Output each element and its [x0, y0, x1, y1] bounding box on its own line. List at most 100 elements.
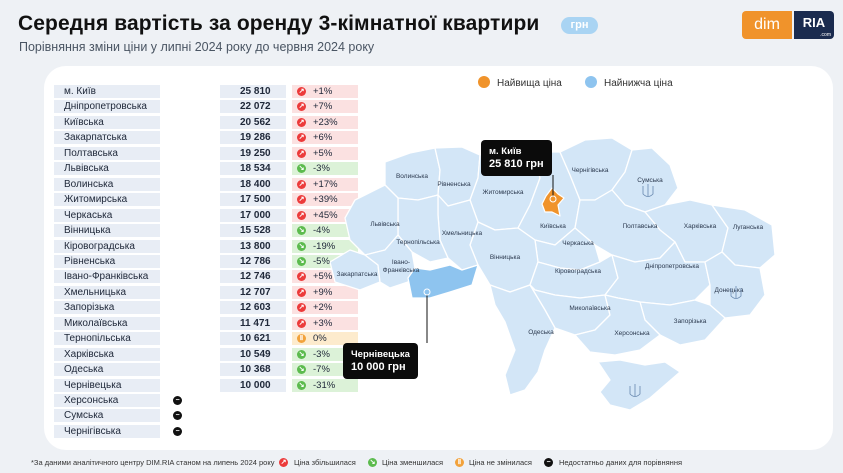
region-name: Полтавська: [54, 146, 160, 160]
trident-icons: [629, 184, 742, 397]
region-name: Київська: [54, 115, 160, 129]
region-donetska: [704, 251, 766, 319]
change-cell: ↗ +45%: [292, 208, 358, 222]
trident-icon: [730, 286, 742, 299]
price-value: 13 800: [220, 239, 286, 253]
region-name: Івано-Франківська: [54, 270, 160, 284]
change-cell: ↗ +5%: [292, 146, 358, 160]
price-value: 10 000: [220, 378, 286, 392]
region-name: Одеська: [54, 363, 160, 377]
pause-icon: Ⅱ: [455, 458, 464, 467]
change-cell: ↗ +7%: [292, 100, 358, 114]
change-value: +5%: [313, 147, 333, 159]
region-name: Чернігівська: [54, 424, 160, 438]
region-name: Миколаївська: [54, 316, 160, 330]
minus-icon: −: [173, 396, 182, 405]
arrow-up-icon: ↗: [297, 287, 306, 297]
trident-icon: [642, 184, 654, 197]
region-name: Львівська: [54, 162, 160, 176]
logo-ria: RIA .com: [794, 11, 834, 39]
change-cell: ↘ -4%: [292, 224, 358, 238]
price-value: 11 471: [220, 316, 286, 330]
map-label: Запорізька: [674, 317, 707, 325]
minus-icon: −: [544, 458, 553, 467]
change-value: +39%: [313, 194, 338, 206]
change-value: -3%: [313, 348, 330, 360]
change-cell: ↘ -31%: [292, 378, 358, 392]
change-value: +1%: [313, 86, 333, 97]
map-label: Миколаївська: [569, 305, 611, 312]
price-value: 12 707: [220, 285, 286, 299]
change-value: -4%: [313, 225, 330, 237]
price-value: 22 072: [220, 100, 286, 114]
change-cell: ↗ +9%: [292, 285, 358, 299]
logo-dim: dim: [742, 11, 792, 39]
region-name: Тернопільська: [54, 332, 160, 346]
region-name: Херсонська: [54, 394, 160, 407]
arrow-up-icon: ↗: [297, 272, 306, 282]
map-label: Луганська: [733, 224, 764, 231]
highest-legend-label: Найвища ціна: [497, 78, 562, 89]
region-crimea: [597, 359, 681, 411]
price-value: 15 528: [220, 224, 286, 238]
map-label: Вінницька: [490, 253, 521, 261]
map-labels: Волинська Рівненська Житомирська Чернігівсь…: [337, 166, 764, 337]
region-name: Харківська: [54, 347, 160, 361]
change-value: +2%: [313, 302, 333, 314]
change-value: +45%: [313, 209, 338, 221]
price-value: 20 562: [220, 115, 286, 129]
region-name: м. Київ: [54, 85, 160, 98]
map-label: Херсонська: [614, 330, 650, 337]
footer-up-label: Ціна збільшилася: [294, 458, 356, 467]
change-value: +17%: [313, 178, 338, 190]
map-label: Івано-: [392, 259, 410, 266]
arrow-up-icon: ↗: [297, 179, 306, 189]
arrow-up-icon: ↗: [297, 102, 306, 112]
map-label: Тернопільська: [396, 238, 440, 246]
trident-icon: [629, 384, 641, 397]
page-subtitle: Порівняння зміни ціни у липні 2024 року …: [19, 40, 375, 54]
chernivtsi-pointer-dot: [423, 288, 431, 296]
price-value: 18 400: [220, 177, 286, 191]
change-value: +6%: [313, 132, 333, 144]
price-value: 25 810: [220, 85, 286, 98]
region-name: Хмельницька: [54, 285, 160, 299]
change-value: 0%: [313, 333, 327, 345]
arrow-down-icon: ↘: [368, 458, 377, 467]
footer-down-label: Ціна зменшилася: [382, 458, 444, 467]
region-name: Кіровоградська: [54, 239, 160, 253]
arrow-up-icon: ↗: [297, 195, 306, 205]
change-value: -7%: [313, 364, 330, 376]
arrow-down-icon: ↘: [297, 349, 306, 359]
map-label: Дніпропетровська: [645, 262, 699, 270]
change-cell: ↗ +39%: [292, 193, 358, 207]
dimria-logo: dim RIA .com: [742, 11, 834, 39]
kyiv-pointer-dot: [549, 195, 557, 203]
region-name: Закарпатська: [54, 131, 160, 145]
region-name: Сумська: [54, 409, 160, 423]
price-value: 17 000: [220, 208, 286, 222]
region-name: Чернівецька: [54, 378, 160, 392]
change-value: +9%: [313, 286, 333, 298]
price-value: 10 549: [220, 347, 286, 361]
map-label: Кіровоградська: [555, 267, 601, 275]
currency-badge: грн: [561, 17, 598, 34]
change-value: +23%: [313, 116, 338, 128]
arrow-down-icon: ↘: [297, 226, 306, 236]
change-cell: Ⅱ 0%: [292, 332, 358, 346]
change-cell: ↗ +17%: [292, 177, 358, 191]
change-cell: ↗ +1%: [292, 85, 358, 98]
lowest-legend-dot: [585, 76, 597, 88]
map-label: Сумська: [637, 177, 663, 184]
arrow-down-icon: ↘: [297, 380, 306, 390]
kyiv-callout: м. Київ 25 810 грн: [481, 140, 552, 176]
change-value: -3%: [313, 163, 330, 175]
region-odeska: [489, 284, 556, 396]
change-value: +7%: [313, 101, 333, 113]
arrow-up-icon: ↗: [297, 210, 306, 220]
price-value: 10 621: [220, 332, 286, 346]
highest-legend-dot: [478, 76, 490, 88]
price-value: 18 534: [220, 162, 286, 176]
logo-domain: .com: [820, 32, 831, 38]
